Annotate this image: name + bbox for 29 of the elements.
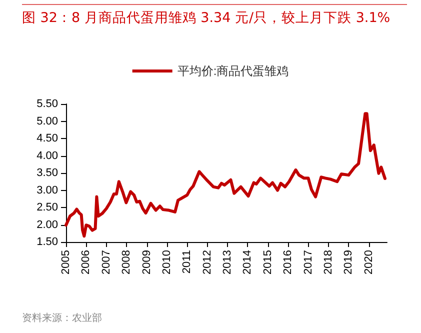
x-tick-label: 2018 [322, 250, 334, 274]
x-tick-label: 2008 [120, 250, 133, 274]
x-tick-label: 2013 [222, 250, 234, 274]
chart-title: 图 32：8 月商品代蛋用雏鸡 3.34 元/只，较上月下跌 3.1% [22, 9, 390, 27]
x-tick-label: 2010 [160, 250, 173, 274]
x-tick-label: 2005 [60, 250, 72, 274]
y-tick-label: 2.00 [36, 218, 58, 231]
x-tick-label: 2007 [100, 250, 112, 274]
y-tick-label: 2.50 [36, 202, 58, 214]
x-tick-label: 2019 [342, 250, 355, 274]
x-tick-label: 2011 [181, 250, 194, 274]
y-tick-label: 1.50 [36, 236, 58, 248]
x-tick-label: 2016 [282, 250, 294, 274]
x-tick-label: 2006 [80, 250, 92, 274]
y-tick-label: 3.00 [36, 184, 58, 196]
text: 资料来源：农业部 [22, 312, 102, 325]
y-tick-label: 4.00 [36, 150, 58, 162]
line-series [64, 112, 386, 238]
y-tick-label: 5.50 [36, 98, 58, 110]
x-tick-label: 2009 [140, 250, 153, 274]
x-tick-label: 2020 [362, 250, 375, 274]
y-tick-label: 5.00 [36, 115, 58, 128]
x-tick-label: 2015 [262, 250, 274, 274]
x-tick-label: 2014 [242, 250, 254, 274]
y-tick-label: 3.50 [36, 167, 58, 179]
x-tick-label: 2012 [201, 250, 214, 274]
y-tick-label: 4.50 [36, 132, 58, 144]
legend-label: 平均价:商品代蛋雏鸡 [177, 64, 289, 78]
x-tick-label: 2017 [302, 250, 314, 274]
